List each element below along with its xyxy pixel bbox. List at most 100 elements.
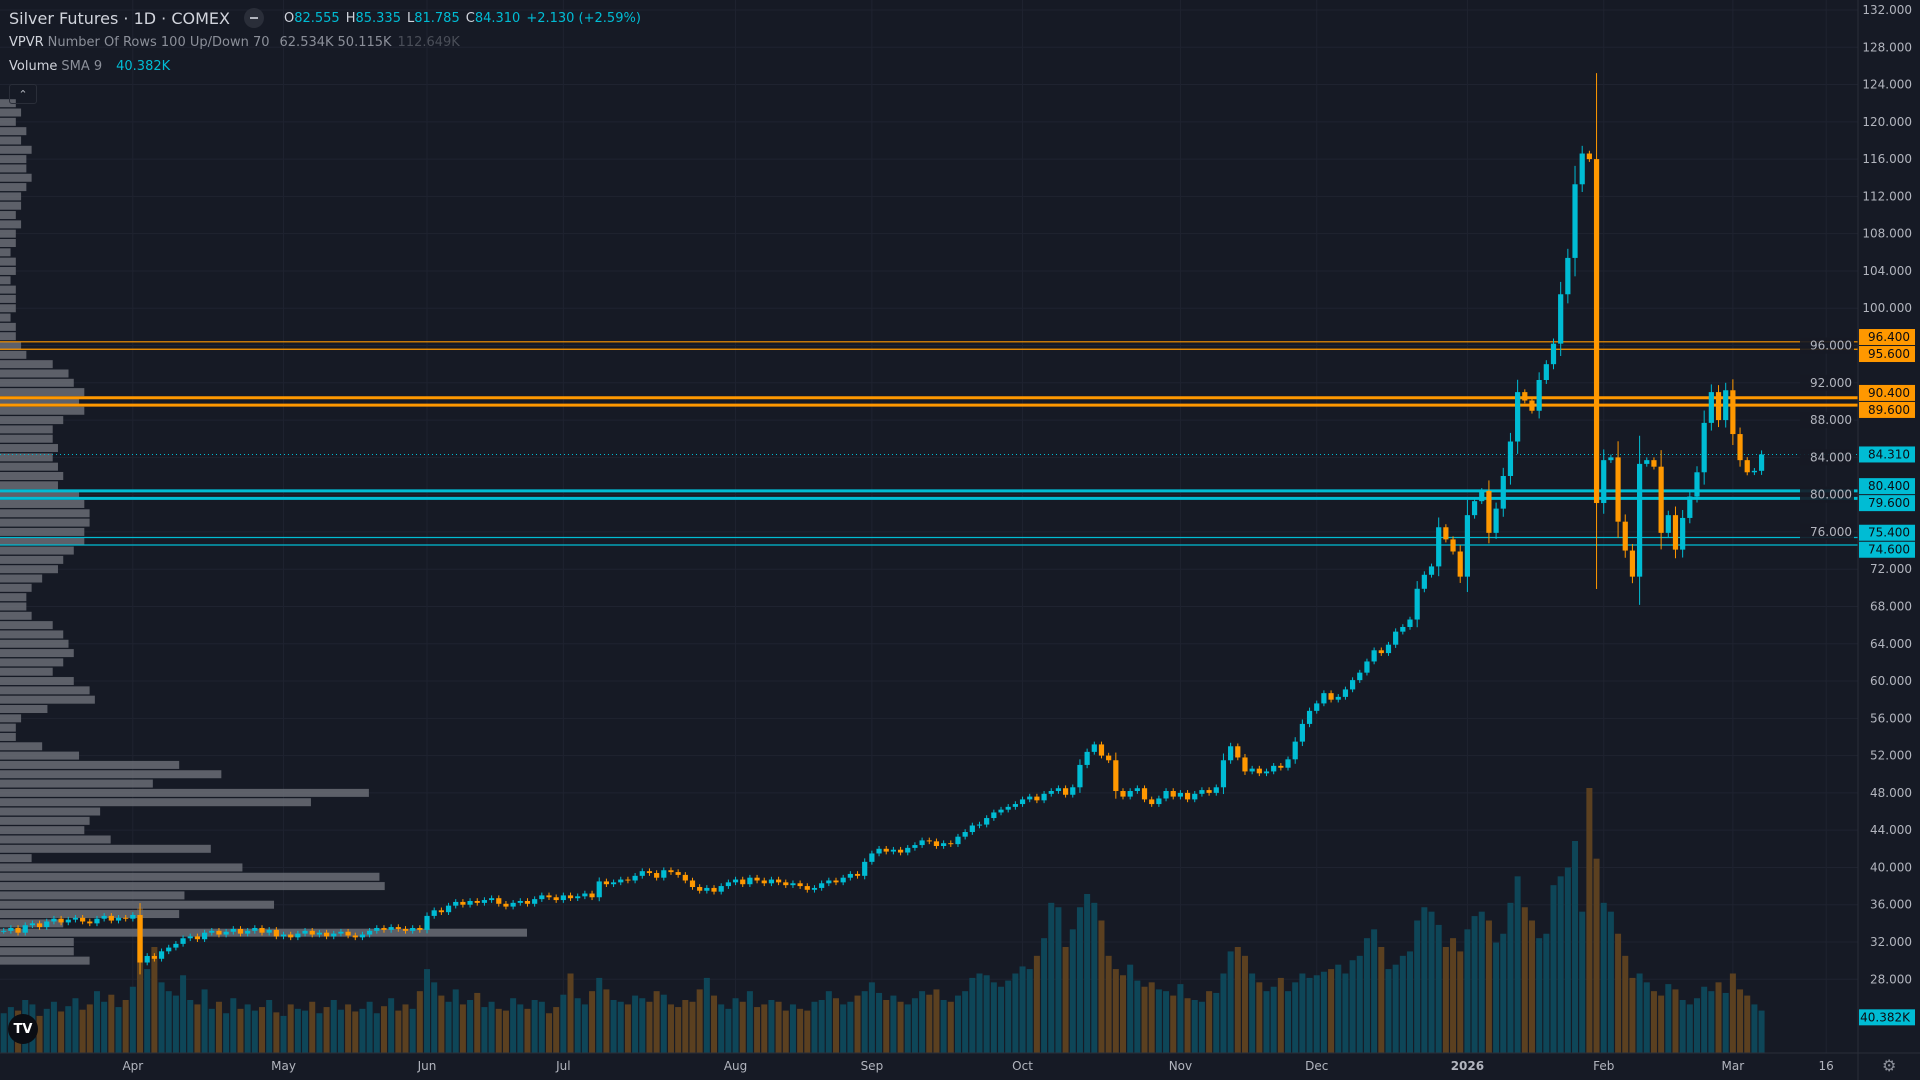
volume-bar bbox=[1615, 933, 1622, 1053]
volume-bar bbox=[1385, 969, 1392, 1053]
volume-bar bbox=[108, 994, 115, 1053]
volume-bar bbox=[610, 1000, 617, 1053]
volume-bar bbox=[1622, 955, 1629, 1053]
volume-bar bbox=[165, 991, 172, 1053]
collapse-legend-button[interactable]: ⌃ bbox=[9, 84, 37, 104]
candle-body bbox=[15, 928, 21, 933]
candle-body bbox=[1170, 791, 1176, 797]
volume-bar bbox=[847, 1001, 854, 1053]
volume-bar bbox=[366, 1001, 373, 1053]
gear-icon[interactable]: ⚙ bbox=[1882, 1056, 1897, 1075]
volume-bar bbox=[151, 947, 158, 1053]
candle-body bbox=[1292, 741, 1298, 760]
candle-body bbox=[610, 882, 617, 885]
volume-bar bbox=[194, 1004, 201, 1053]
candle-body bbox=[338, 931, 344, 934]
candle-body bbox=[833, 880, 839, 883]
volume-bar bbox=[330, 1000, 337, 1053]
vpvr-legend[interactable]: VPVR Number Of Rows 100 Up/Down 70 62.53… bbox=[9, 30, 641, 54]
volume-bar bbox=[883, 1000, 890, 1053]
volume-bar bbox=[782, 1010, 789, 1053]
volume-bar bbox=[1076, 907, 1083, 1053]
vpvr-row bbox=[0, 332, 16, 341]
symbol-row: Silver Futures · 1D · COMEX O 82.555 H 85.… bbox=[9, 6, 641, 30]
candle-body bbox=[187, 936, 193, 939]
close-value: 84.310 bbox=[474, 10, 521, 26]
minus-icon[interactable] bbox=[243, 8, 264, 28]
level-price-tag: 79.600 bbox=[1868, 496, 1910, 510]
candle-body bbox=[883, 848, 889, 852]
volume-bar bbox=[553, 1007, 560, 1053]
tradingview-logo[interactable]: TV bbox=[8, 1014, 38, 1044]
volume-sma-value: 40.382K bbox=[116, 58, 171, 74]
volume-bar bbox=[1665, 984, 1672, 1053]
symbol-title[interactable]: Silver Futures · 1D · COMEX bbox=[9, 8, 230, 28]
candle-body bbox=[1156, 798, 1162, 805]
candle-body bbox=[1098, 744, 1105, 756]
vpvr-row bbox=[0, 499, 85, 508]
candle-body bbox=[553, 897, 559, 901]
candle-body bbox=[367, 930, 373, 935]
volume-bar bbox=[603, 989, 610, 1053]
candle-body bbox=[797, 883, 803, 887]
volume-bar bbox=[811, 1001, 818, 1053]
candle-body bbox=[1256, 768, 1262, 774]
candle-body bbox=[202, 932, 208, 940]
volume-bar bbox=[976, 973, 983, 1053]
volume-bar bbox=[1120, 975, 1126, 1053]
volume-bar bbox=[897, 1001, 904, 1053]
candle-body bbox=[438, 910, 444, 913]
volume-bar bbox=[517, 1004, 524, 1053]
volume-bar bbox=[1062, 947, 1069, 1053]
price-tick-label: 112.000 bbox=[1862, 189, 1912, 203]
vpvr-row bbox=[0, 155, 27, 164]
candle-body bbox=[309, 930, 315, 935]
volume-bar bbox=[244, 1004, 251, 1053]
candle-body bbox=[22, 925, 28, 933]
candle-body bbox=[704, 887, 710, 891]
candle-body bbox=[1522, 392, 1528, 401]
volume-bar bbox=[481, 1007, 488, 1053]
vpvr-row bbox=[0, 164, 27, 173]
volume-bar bbox=[309, 1001, 316, 1053]
volume-bar bbox=[589, 991, 596, 1053]
price-tick-label: 84.000 bbox=[1810, 450, 1852, 464]
vpvr-row bbox=[0, 900, 275, 909]
price-tick-label: 88.000 bbox=[1810, 413, 1852, 427]
candle-body bbox=[1723, 390, 1729, 421]
candle-body bbox=[718, 886, 724, 892]
price-tick-label: 56.000 bbox=[1870, 711, 1912, 725]
volume-bar bbox=[538, 1001, 545, 1053]
volume-bar bbox=[294, 1008, 301, 1053]
volume-bar bbox=[1557, 876, 1564, 1053]
candle-body bbox=[517, 900, 523, 903]
volume-legend[interactable]: Volume SMA 9 40.382K bbox=[9, 54, 641, 78]
candle-body bbox=[575, 896, 581, 899]
vpvr-row bbox=[0, 108, 22, 117]
candle-body bbox=[603, 881, 609, 885]
volume-bar bbox=[667, 1004, 674, 1053]
volume-bar bbox=[337, 1009, 344, 1053]
volume-bar bbox=[1414, 920, 1421, 1053]
candle-body bbox=[976, 824, 983, 826]
volume-bar bbox=[1471, 916, 1478, 1053]
vpvr-row bbox=[0, 798, 311, 807]
price-tick-label: 120.000 bbox=[1862, 115, 1912, 129]
volume-bar bbox=[524, 1008, 531, 1053]
vpvr-row bbox=[0, 462, 58, 471]
volume-bar bbox=[259, 1007, 265, 1053]
volume-bar bbox=[660, 994, 667, 1053]
candle-body bbox=[1141, 788, 1148, 800]
candle-body bbox=[1235, 746, 1241, 758]
volume-bar bbox=[416, 991, 423, 1053]
candle-body bbox=[1694, 472, 1700, 497]
vpvr-row bbox=[0, 444, 58, 453]
volume-bar bbox=[373, 1013, 380, 1053]
price-tick-label: 100.000 bbox=[1862, 301, 1912, 315]
vpvr-row bbox=[0, 686, 90, 695]
price-tick-label: 108.000 bbox=[1862, 227, 1912, 241]
candle-body bbox=[1529, 400, 1535, 411]
volume-bar bbox=[1658, 995, 1665, 1053]
candle-body bbox=[1278, 765, 1284, 768]
